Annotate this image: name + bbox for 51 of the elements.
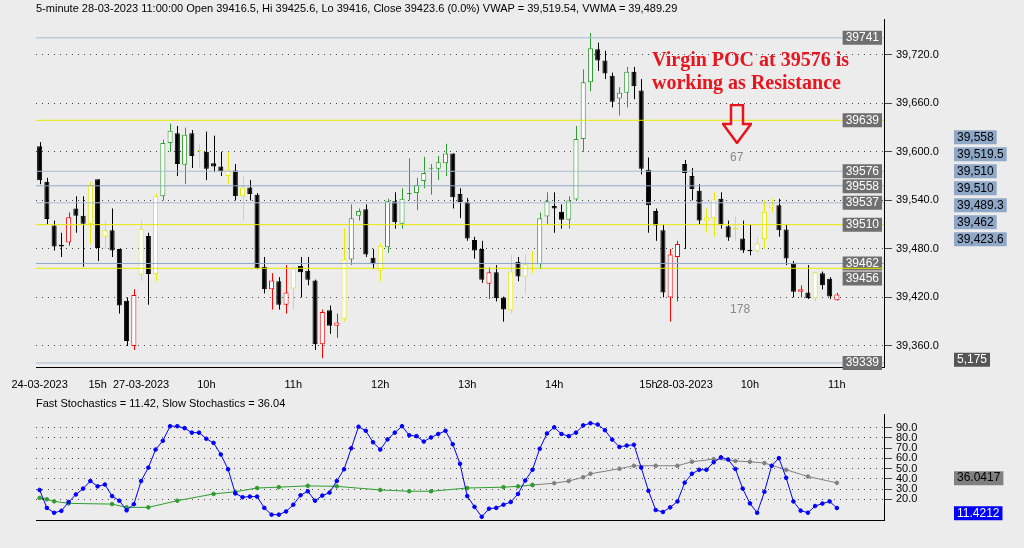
x-tick-label: 15h: [88, 378, 107, 391]
y-tick-label: 30.0: [896, 482, 918, 495]
y-tick-label: 80.0: [896, 430, 918, 443]
x-tick-label: 11h: [284, 378, 303, 391]
text: 39,462: [957, 214, 995, 229]
x-tick-label: 24-03-2023: [11, 378, 68, 391]
text: 39,558: [957, 129, 995, 144]
ref-line-label: 39558: [845, 178, 880, 193]
x-tick-label: 27-03-2023: [112, 378, 170, 391]
ref-line-label: 39510: [845, 216, 880, 231]
x-tick-label: 10h: [740, 378, 760, 391]
y-tick-label: 39,480.0: [896, 241, 939, 254]
x-tick-label: 10h: [197, 378, 216, 391]
text: 39,510: [957, 163, 995, 178]
annotation: 67: [730, 149, 744, 164]
y-tick-label: 90.0: [896, 420, 918, 433]
ref-line-label: 39576: [845, 163, 880, 178]
ref-line-label: 39462: [845, 255, 880, 270]
x-tick-label: 12h: [371, 378, 390, 391]
chart-title: Fast Stochastics = 11.42, Slow Stochastics = 36.04: [36, 396, 286, 409]
ref-line-label: 39537: [845, 195, 880, 210]
y-tick-label: 39,660.0: [896, 96, 939, 109]
text: 39,510: [957, 180, 995, 195]
text: 39,489.3: [957, 197, 1005, 212]
y-tick-label: 60.0: [896, 451, 918, 464]
ref-line-label: 39456: [845, 270, 880, 285]
text: 36.0417: [957, 470, 1001, 485]
y-tick-label: 40.0: [896, 471, 918, 484]
y-tick-label: 39,360.0: [896, 338, 939, 351]
y-tick-label: 20.0: [896, 492, 918, 505]
ref-line-label: 39639: [845, 112, 880, 127]
y-tick-label: 39,420.0: [896, 290, 939, 303]
chart-title: 5-minute 28-03-2023 11:00:00 Open 39416.5, Hi 39425.6, Lo 39416, Close 39423.6 (0.0%) VWAP = 39,519.54, VWMA = 39,489.29: [36, 1, 678, 14]
text: 39,423.6: [957, 231, 1005, 246]
x-tick-label: 15h: [639, 378, 658, 391]
x-tick-label: 14h: [545, 378, 564, 391]
text: 5,175: [957, 352, 988, 367]
y-tick-label: 70.0: [896, 441, 918, 454]
y-tick-label: 39,720.0: [896, 47, 939, 60]
x-tick-label: 11h: [828, 378, 846, 391]
y-tick-label: 50.0: [896, 461, 918, 474]
y-tick-label: 39,600.0: [896, 144, 939, 157]
text: 39,519.5: [957, 146, 1005, 161]
annotation: 178: [730, 301, 751, 316]
x-tick-label: 28-03-2023: [656, 378, 713, 391]
x-tick-label: 13h: [458, 378, 477, 391]
ref-line-label: 39339: [845, 355, 880, 370]
y-tick-label: 39,540.0: [896, 193, 939, 206]
ref-line-label: 39741: [845, 30, 880, 45]
text: 11.4212: [957, 505, 1000, 520]
annotation: Virgin POC at 39576 is working as Resistance: [652, 48, 851, 95]
